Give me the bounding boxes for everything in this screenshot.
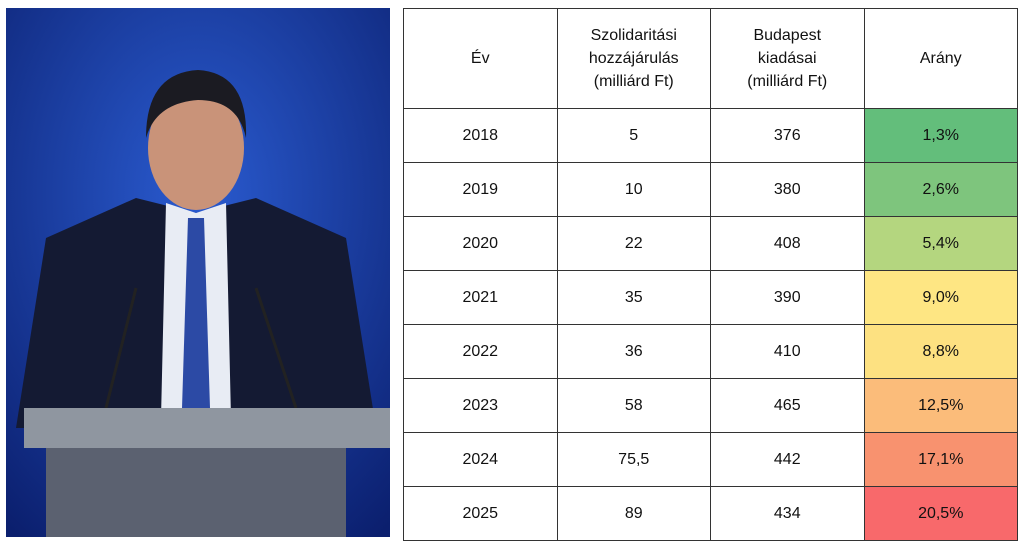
table-cell: 2024 — [403, 432, 558, 487]
table-cell: 2,6% — [863, 162, 1018, 217]
table-row: 2023 58 465 12,5% — [403, 378, 1018, 433]
table-cell: 376 — [710, 108, 865, 163]
table-cell: 12,5% — [863, 378, 1018, 433]
table-cell: 8,8% — [863, 324, 1018, 379]
table-cell: 2021 — [403, 270, 558, 325]
table-cell: 2022 — [403, 324, 558, 379]
table-row: 2021 35 390 9,0% — [403, 270, 1018, 325]
table-cell: 1,3% — [863, 108, 1018, 163]
table-cell: 465 — [710, 378, 865, 433]
photo — [6, 8, 390, 537]
table-cell: 2019 — [403, 162, 558, 217]
table-row: 2019 10 380 2,6% — [403, 162, 1018, 217]
table-cell: 75,5 — [556, 432, 711, 487]
table-cell: 10 — [556, 162, 711, 217]
header-cell: Szolidaritási hozzájárulás (milliárd Ft) — [556, 8, 711, 109]
table-cell: 2018 — [403, 108, 558, 163]
table-cell: 2020 — [403, 216, 558, 271]
table-cell: 22 — [556, 216, 711, 271]
table-cell: 442 — [710, 432, 865, 487]
table-row: 2025 89 434 20,5% — [403, 486, 1018, 541]
table-cell: 17,1% — [863, 432, 1018, 487]
table-cell: 35 — [556, 270, 711, 325]
table-cell: 5 — [556, 108, 711, 163]
data-table: Év Szolidaritási hozzájárulás (milliárd … — [403, 8, 1018, 541]
table-cell: 408 — [710, 216, 865, 271]
table-cell: 410 — [710, 324, 865, 379]
table-cell: 434 — [710, 486, 865, 541]
table-cell: 390 — [710, 270, 865, 325]
header-cell: Budapest kiadásai (milliárd Ft) — [710, 8, 865, 109]
header-cell: Év — [403, 8, 558, 109]
table-cell: 5,4% — [863, 216, 1018, 271]
table-cell: 58 — [556, 378, 711, 433]
header-row: Év Szolidaritási hozzájárulás (milliárd … — [403, 8, 1018, 109]
table-body: 2018 5 376 1,3% 2019 10 380 2,6% 2020 22 408 5,4% 20… — [403, 108, 1018, 541]
header-cell: Arány — [863, 8, 1018, 109]
table-cell: 20,5% — [863, 486, 1018, 541]
table-cell: 9,0% — [863, 270, 1018, 325]
table-row: 2022 36 410 8,8% — [403, 324, 1018, 379]
table-cell: 89 — [556, 486, 711, 541]
table-row: 2024 75,5 442 17,1% — [403, 432, 1018, 487]
table-row: 2020 22 408 5,4% — [403, 216, 1018, 271]
table-row: 2018 5 376 1,3% — [403, 108, 1018, 163]
table-cell: 2025 — [403, 486, 558, 541]
table-cell: 2023 — [403, 378, 558, 433]
table-cell: 380 — [710, 162, 865, 217]
table-cell: 36 — [556, 324, 711, 379]
